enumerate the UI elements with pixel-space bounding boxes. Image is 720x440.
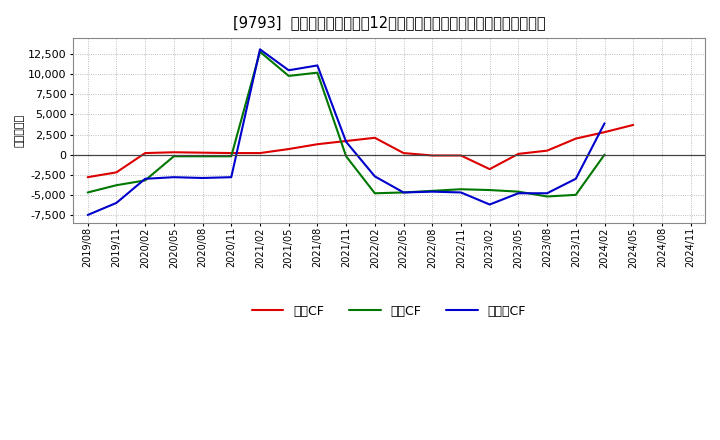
営業CF [371, 135, 379, 140]
投資CF [313, 70, 322, 75]
営業CF [256, 150, 264, 156]
Line: 投資CF: 投資CF [88, 52, 605, 197]
投資CF [600, 152, 609, 158]
フリーCF [227, 175, 235, 180]
フリーCF [514, 191, 523, 196]
投資CF [485, 187, 494, 193]
投資CF [543, 194, 552, 199]
営業CF [428, 153, 436, 158]
投資CF [284, 73, 293, 78]
Legend: 営業CF, 投資CF, フリーCF: 営業CF, 投資CF, フリーCF [247, 300, 531, 323]
フリーCF [572, 176, 580, 181]
投資CF [227, 154, 235, 159]
Line: フリーCF: フリーCF [88, 49, 605, 215]
フリーCF [342, 139, 351, 144]
フリーCF [485, 202, 494, 207]
営業CF [84, 175, 92, 180]
投資CF [198, 154, 207, 159]
フリーCF [112, 200, 121, 205]
フリーCF [371, 174, 379, 179]
営業CF [169, 150, 178, 155]
フリーCF [256, 47, 264, 52]
フリーCF [169, 175, 178, 180]
投資CF [112, 183, 121, 188]
投資CF [84, 190, 92, 195]
営業CF [485, 166, 494, 172]
投資CF [428, 188, 436, 194]
Y-axis label: （百万円）: （百万円） [15, 114, 25, 147]
フリーCF [141, 176, 150, 181]
営業CF [227, 150, 235, 156]
営業CF [399, 150, 408, 156]
営業CF [543, 148, 552, 153]
投資CF [342, 154, 351, 159]
営業CF [629, 122, 637, 128]
フリーCF [543, 191, 552, 196]
営業CF [456, 153, 465, 158]
フリーCF [456, 190, 465, 195]
フリーCF [284, 68, 293, 73]
フリーCF [428, 189, 436, 194]
Line: 営業CF: 営業CF [88, 125, 633, 177]
投資CF [572, 192, 580, 198]
フリーCF [600, 121, 609, 126]
フリーCF [198, 176, 207, 181]
営業CF [313, 142, 322, 147]
投資CF [371, 191, 379, 196]
営業CF [342, 138, 351, 143]
営業CF [141, 150, 150, 156]
営業CF [112, 170, 121, 175]
営業CF [514, 151, 523, 157]
フリーCF [313, 63, 322, 68]
投資CF [256, 49, 264, 55]
営業CF [198, 150, 207, 155]
フリーCF [399, 190, 408, 195]
営業CF [600, 129, 609, 135]
投資CF [514, 189, 523, 194]
投資CF [141, 178, 150, 183]
投資CF [399, 190, 408, 195]
Title: [9793]  キャッシュフローの12か月移動合計の対前年同期増減額の推移: [9793] キャッシュフローの12か月移動合計の対前年同期増減額の推移 [233, 15, 546, 30]
営業CF [572, 136, 580, 141]
営業CF [284, 147, 293, 152]
フリーCF [84, 213, 92, 218]
投資CF [169, 154, 178, 159]
投資CF [456, 187, 465, 192]
